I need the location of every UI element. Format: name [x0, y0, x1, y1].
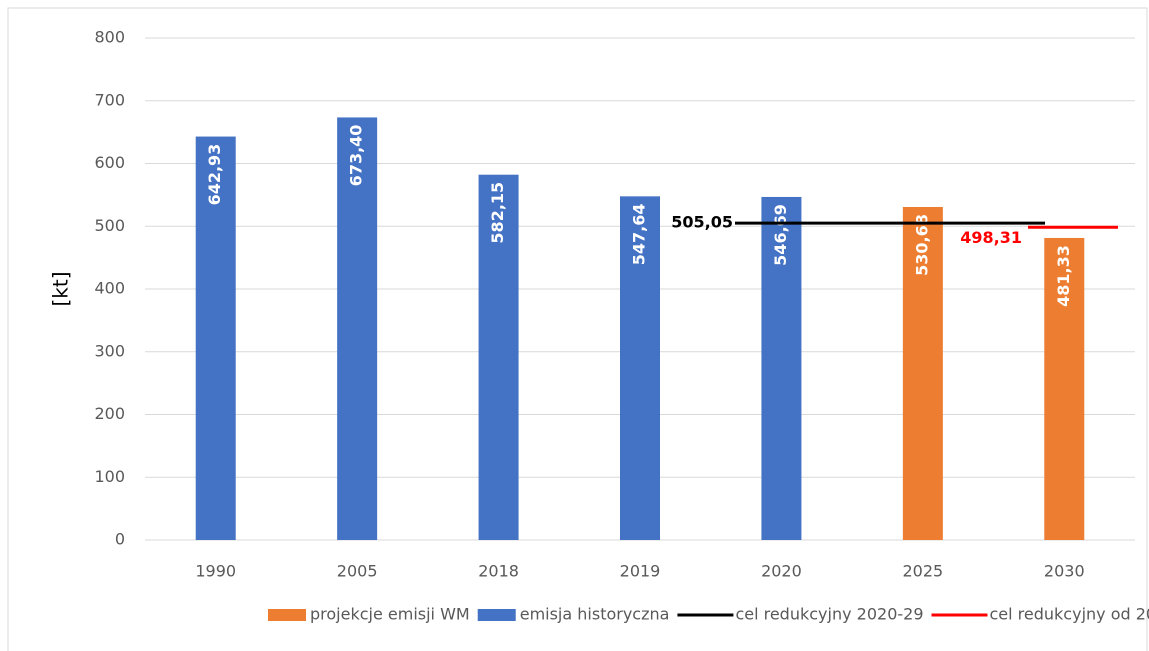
y-tick-label: 500	[94, 216, 125, 235]
target-value-label: 505,05	[671, 213, 733, 232]
legend-swatch	[477, 609, 516, 621]
legend-label: cel redukcyjny od 2030 r.	[990, 605, 1149, 624]
bar-value-label: 673,40	[347, 125, 366, 187]
bar	[761, 196, 802, 540]
y-tick-label: 200	[94, 404, 125, 423]
legend-swatch	[268, 609, 306, 621]
bar	[478, 174, 519, 541]
bar-value-label: 547,64	[630, 203, 649, 265]
x-tick-label: 2018	[478, 562, 519, 581]
bar	[620, 196, 660, 540]
y-tick-label: 0	[115, 530, 125, 549]
x-tick-label: 2019	[620, 562, 661, 581]
legend-label: projekcje emisji WM	[310, 605, 470, 624]
bar	[902, 206, 943, 541]
x-tick-label: 2020	[761, 562, 802, 581]
bar-value-label: 546,69	[771, 204, 790, 266]
y-tick-label: 800	[94, 28, 125, 47]
y-tick-label: 700	[94, 90, 125, 109]
target-value-label: 498,31	[960, 228, 1022, 247]
bar-value-label: 582,15	[488, 182, 507, 244]
x-tick-label: 2005	[337, 562, 378, 581]
chart-border	[7, 7, 1148, 651]
bar	[337, 117, 378, 540]
legend-label: emisja historyczna	[520, 605, 670, 624]
x-tick-label: 2030	[1044, 562, 1085, 581]
bar-value-label: 530,68	[912, 214, 931, 276]
y-tick-label: 300	[94, 341, 125, 360]
y-tick-label: 100	[94, 467, 125, 486]
x-tick-label: 1990	[195, 562, 236, 581]
y-axis-label: [kt]	[49, 271, 73, 306]
bar	[195, 136, 236, 540]
bar-value-label: 481,33	[1054, 245, 1073, 307]
bar-value-label: 642,93	[205, 144, 224, 206]
x-tick-label: 2025	[902, 562, 943, 581]
y-tick-label: 400	[94, 279, 125, 298]
legend-label: cel redukcyjny 2020-29	[735, 605, 923, 624]
bar	[1044, 237, 1085, 540]
y-tick-label: 600	[94, 153, 125, 172]
